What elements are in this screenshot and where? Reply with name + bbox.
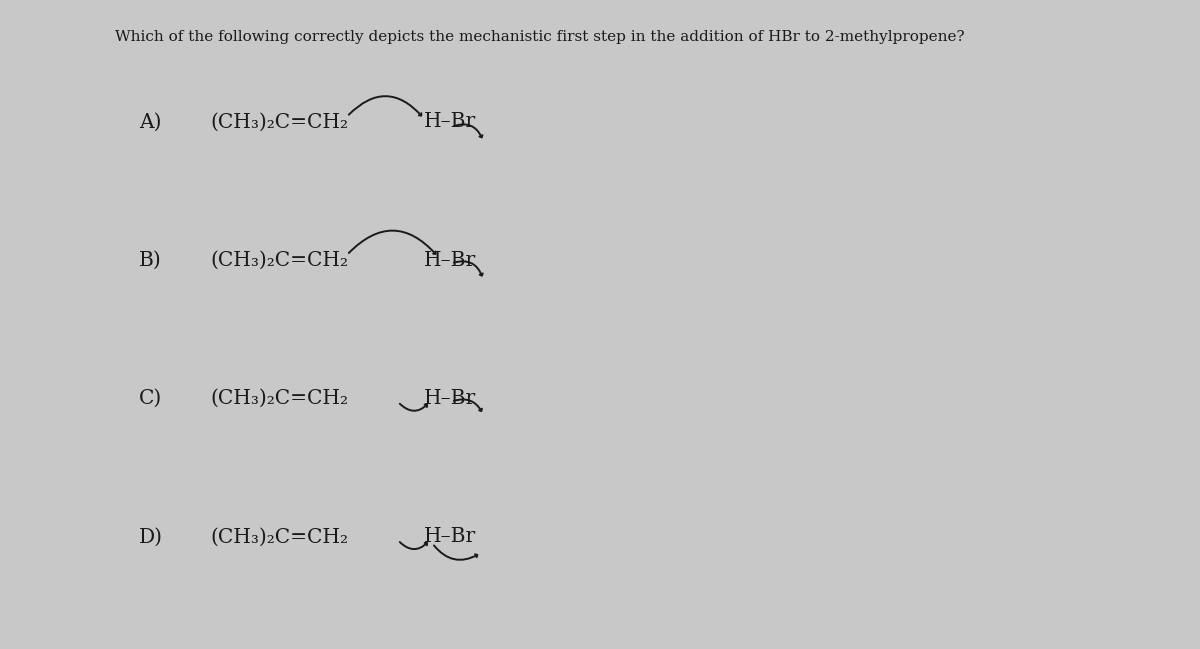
Text: H–Br: H–Br xyxy=(424,528,476,546)
Text: H–Br: H–Br xyxy=(424,251,476,269)
Text: H–Br: H–Br xyxy=(424,112,476,131)
Text: B): B) xyxy=(139,251,162,269)
Text: (CH₃)₂C=CH₂: (CH₃)₂C=CH₂ xyxy=(210,389,348,408)
Text: C): C) xyxy=(139,389,162,408)
Text: D): D) xyxy=(139,528,163,546)
Text: H–Br: H–Br xyxy=(424,389,476,408)
Text: Which of the following correctly depicts the mechanistic first step in the addit: Which of the following correctly depicts… xyxy=(115,30,965,43)
Text: (CH₃)₂C=CH₂: (CH₃)₂C=CH₂ xyxy=(210,528,348,546)
Text: (CH₃)₂C=CH₂: (CH₃)₂C=CH₂ xyxy=(210,112,348,131)
Text: A): A) xyxy=(139,112,162,131)
Text: (CH₃)₂C=CH₂: (CH₃)₂C=CH₂ xyxy=(210,251,348,269)
